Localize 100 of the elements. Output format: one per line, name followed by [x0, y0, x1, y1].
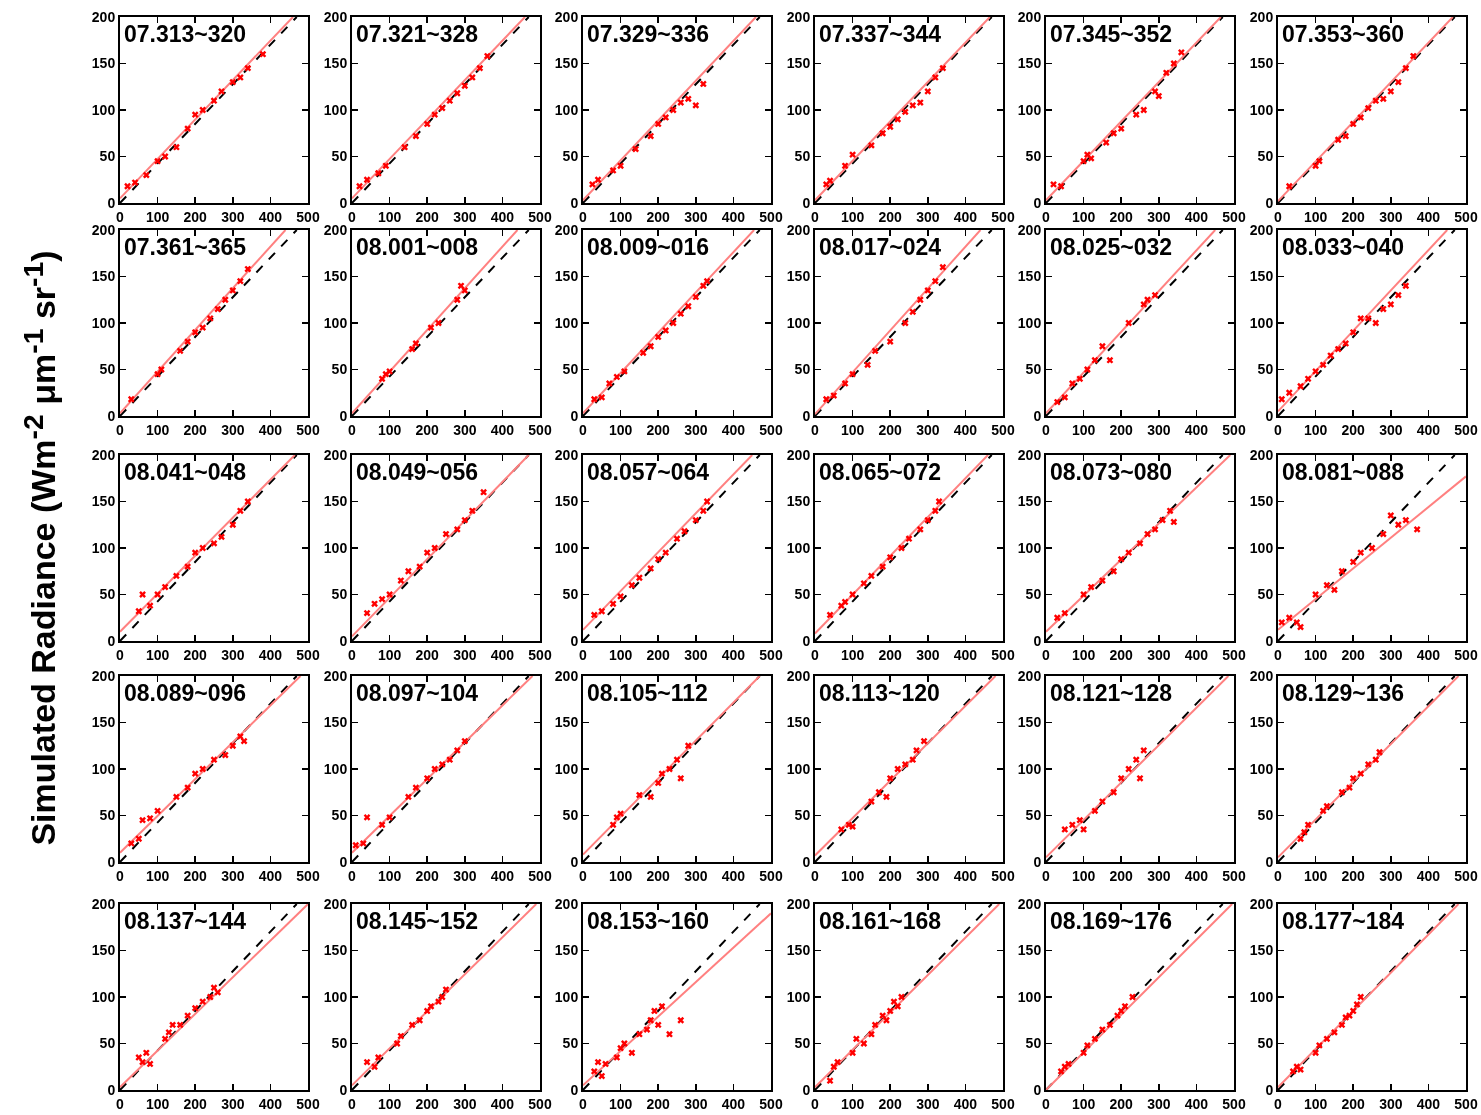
x-tick-label: 200 [415, 867, 439, 884]
x-tick-label: 400 [258, 208, 283, 225]
point [236, 507, 244, 515]
y-tick-label: 50 [794, 586, 810, 603]
x-tick-label: 100 [1303, 208, 1327, 225]
point [598, 1072, 606, 1080]
x-tick-label: 400 [1184, 1095, 1209, 1112]
y-tick-label: 200 [91, 895, 116, 912]
point [218, 88, 225, 95]
x-tick-label: 500 [527, 1095, 552, 1112]
y-tick-label: 200 [91, 221, 116, 238]
point [1091, 1035, 1099, 1043]
y-tick-label: 200 [786, 667, 810, 684]
point [1144, 530, 1151, 538]
point [412, 340, 419, 347]
y-tick-label: 150 [786, 268, 810, 285]
y-tick-label: 50 [1257, 586, 1273, 603]
y-tick-label: 200 [786, 8, 810, 25]
point [647, 132, 655, 140]
x-tick-label: 200 [183, 646, 208, 663]
x-tick-label: 200 [1341, 1095, 1365, 1112]
point [908, 308, 916, 316]
point [374, 169, 382, 177]
point [1326, 352, 1334, 359]
point [460, 287, 468, 294]
y-tick-label: 0 [1033, 407, 1042, 424]
y-tick-label: 150 [1017, 942, 1042, 959]
point [1296, 1066, 1304, 1073]
point [833, 1058, 841, 1066]
x-tick-label: 200 [183, 867, 208, 884]
point [912, 747, 920, 754]
point [1349, 120, 1357, 128]
y-tick-label: 0 [1264, 853, 1273, 870]
point [210, 539, 218, 547]
point [184, 338, 192, 345]
x-tick-label: 100 [145, 208, 170, 225]
point [176, 347, 184, 355]
y-tick-label: 200 [786, 895, 810, 912]
x-tick-label: 300 [452, 208, 477, 225]
point [1394, 521, 1402, 529]
point [598, 607, 606, 615]
x-tick-label: 300 [915, 646, 940, 663]
point [1099, 798, 1106, 805]
chart-title: 08.081~088 [1281, 459, 1404, 485]
y-tick-label: 0 [338, 632, 347, 649]
x-tick-label: 400 [1416, 208, 1440, 225]
y-tick-label: 200 [1017, 8, 1042, 25]
point [1379, 95, 1387, 103]
y-tick-label: 0 [1033, 194, 1042, 211]
y-tick-label: 50 [794, 361, 810, 378]
y-tick-label: 0 [107, 632, 116, 649]
x-tick-label: 400 [953, 421, 977, 438]
point [1319, 361, 1327, 369]
point [908, 101, 916, 109]
point [920, 737, 927, 745]
x-tick-label: 300 [1147, 1095, 1171, 1112]
x-tick-label: 500 [990, 646, 1015, 663]
y-tick-label: 50 [1025, 148, 1042, 165]
point [1386, 88, 1394, 95]
point [931, 507, 939, 515]
point [938, 263, 946, 271]
point [673, 535, 681, 543]
point [822, 181, 830, 188]
x-tick-label: 100 [377, 646, 401, 663]
point [218, 533, 225, 541]
x-tick-label: 100 [840, 646, 864, 663]
x-tick-label: 300 [452, 867, 477, 884]
x-tick-label: 300 [1147, 867, 1171, 884]
point [1379, 305, 1387, 313]
x-tick-label: 500 [296, 867, 320, 884]
point [1106, 1021, 1114, 1029]
y-tick-label: 0 [107, 1081, 116, 1098]
x-tick-label: 100 [608, 1095, 633, 1112]
y-tick-label: 150 [554, 493, 579, 510]
x-tick-label: 200 [1341, 208, 1365, 225]
point [1166, 507, 1174, 515]
x-tick-label: 200 [646, 208, 671, 225]
y-tick-label: 100 [91, 988, 116, 1005]
point [135, 835, 143, 843]
point [408, 1021, 416, 1029]
point [139, 1058, 146, 1066]
y-tick-label: 100 [91, 101, 116, 118]
point [1322, 581, 1330, 589]
point [848, 591, 856, 598]
y-tick-label: 150 [786, 493, 810, 510]
y-tick-label: 100 [1249, 539, 1273, 556]
x-tick-label: 200 [183, 1095, 208, 1112]
point [1121, 1002, 1129, 1010]
y-tick-label: 200 [1017, 895, 1042, 912]
point [628, 1049, 636, 1057]
point [1285, 182, 1293, 190]
point [173, 143, 180, 151]
point [1349, 774, 1357, 782]
x-tick-label: 100 [145, 421, 170, 438]
y-tick-label: 0 [570, 407, 579, 424]
y-tick-label: 0 [801, 853, 810, 870]
point [1102, 139, 1110, 146]
point [901, 108, 909, 116]
point [412, 784, 419, 791]
x-tick-label: 500 [296, 1095, 320, 1112]
